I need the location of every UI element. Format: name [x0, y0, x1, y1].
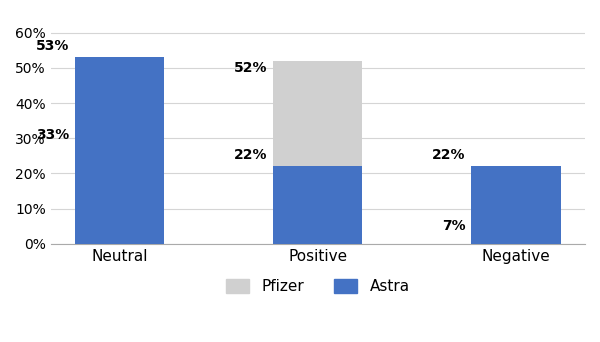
Text: 22%: 22%: [234, 148, 267, 162]
Text: 7%: 7%: [442, 219, 466, 233]
Bar: [472, 166, 561, 244]
Bar: [75, 128, 164, 244]
Bar: [75, 57, 164, 244]
Bar: [472, 219, 561, 244]
Text: 22%: 22%: [432, 148, 466, 162]
Bar: [273, 166, 362, 244]
Text: 53%: 53%: [35, 39, 69, 53]
Text: 33%: 33%: [36, 128, 69, 142]
Bar: [273, 61, 362, 244]
Text: 52%: 52%: [234, 61, 267, 75]
Legend: Pfizer, Astra: Pfizer, Astra: [220, 273, 416, 300]
